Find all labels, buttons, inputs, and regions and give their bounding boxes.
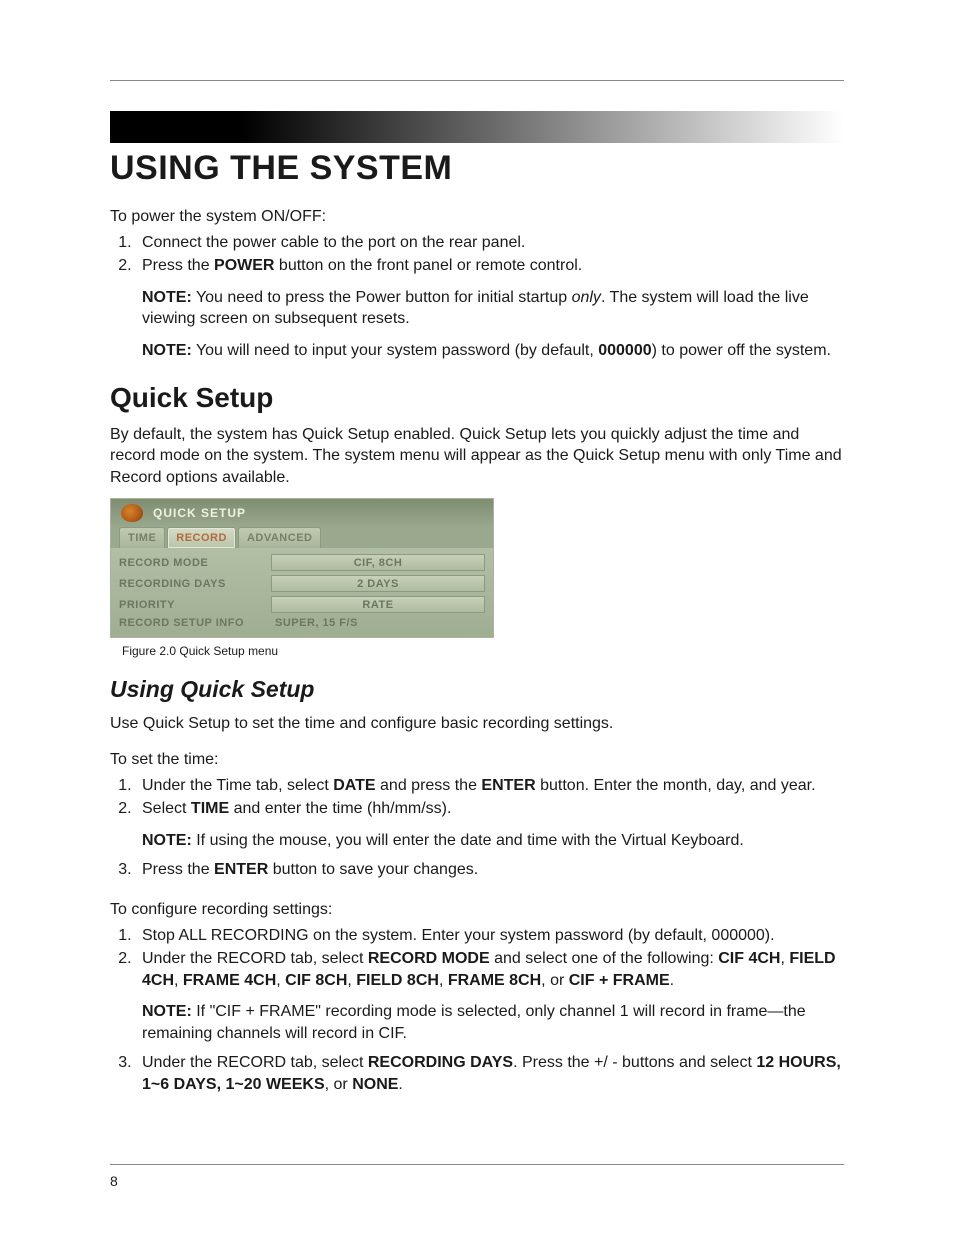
rec-step-3: Under the RECORD tab, select RECORDING D… [136, 1052, 844, 1095]
text: Under the RECORD tab, select [142, 1054, 368, 1071]
opt: FIELD 8CH [356, 972, 439, 989]
page-title: USING THE SYSTEM [110, 149, 844, 188]
opt: CIF 4CH [718, 950, 780, 967]
text: . [398, 1076, 402, 1093]
row-priority: PRIORITY RATE [111, 594, 493, 615]
opt: NONE [352, 1076, 398, 1093]
text: Under the Time tab, select [142, 777, 333, 794]
title-gradient-bar [110, 111, 844, 143]
text: . [670, 972, 674, 989]
row-info: SUPER, 15 F/S [271, 617, 485, 629]
row-label: PRIORITY [119, 599, 265, 611]
note-2: NOTE: You will need to input your system… [142, 340, 844, 362]
text: Under the RECORD tab, select [142, 950, 368, 967]
row-label: RECORD MODE [119, 557, 265, 569]
row-label: RECORD SETUP INFO [119, 617, 265, 629]
row-record-setup-info: RECORD SETUP INFO SUPER, 15 F/S [111, 615, 493, 631]
text: and enter the time (hh/mm/ss). [229, 800, 451, 817]
recording-days-bold: RECORDING DAYS [368, 1054, 513, 1071]
power-bold: POWER [214, 257, 274, 274]
rec-note: NOTE: If "CIF + FRAME" recording mode is… [142, 1001, 844, 1044]
row-field[interactable]: 2 DAYS [271, 575, 485, 592]
note-1: NOTE: You need to press the Power button… [142, 287, 844, 330]
text: You need to press the Power button for i… [192, 289, 572, 306]
tab-time[interactable]: TIME [119, 527, 165, 548]
top-rule [110, 80, 844, 81]
text: , or [541, 972, 569, 989]
text: , or [325, 1076, 353, 1093]
text: button on the front panel or remote cont… [274, 257, 582, 274]
text: and press the [376, 777, 482, 794]
tab-advanced[interactable]: ADVANCED [238, 527, 322, 548]
opt: FRAME 4CH [183, 972, 276, 989]
figure-caption: Figure 2.0 Quick Setup menu [122, 644, 844, 658]
page-number: 8 [110, 1173, 118, 1189]
page: USING THE SYSTEM To power the system ON/… [0, 0, 954, 1235]
rec-step-2: Under the RECORD tab, select RECORD MODE… [136, 948, 844, 1044]
set-time-note: NOTE: If using the mouse, you will enter… [142, 830, 844, 852]
opt: CIF 8CH [285, 972, 347, 989]
using-qs-para: Use Quick Setup to set the time and conf… [110, 713, 844, 735]
text: button. Enter the month, day, and year. [536, 777, 816, 794]
note-label: NOTE: [142, 342, 192, 359]
opt: CIF + FRAME [569, 972, 670, 989]
row-label: RECORDING DAYS [119, 578, 265, 590]
screenshot-title: QUICK SETUP [153, 506, 246, 520]
power-steps-list: Connect the power cable to the port on t… [110, 232, 844, 277]
screenshot-header: QUICK SETUP [111, 499, 493, 527]
text: . Press the +/ - buttons and select [513, 1054, 756, 1071]
row-record-mode: RECORD MODE CIF, 8CH [111, 552, 493, 573]
text: If "CIF + FRAME" recording mode is selec… [142, 1003, 806, 1042]
note-label: NOTE: [142, 289, 192, 306]
only-italic: only [572, 289, 601, 306]
tab-record[interactable]: RECORD [167, 527, 236, 548]
set-time-step-3: Press the ENTER button to save your chan… [136, 859, 844, 881]
enter-bold: ENTER [214, 861, 268, 878]
text: button to save your changes. [268, 861, 478, 878]
set-time-lead: To set the time: [110, 749, 844, 771]
text: If using the mouse, you will enter the d… [192, 832, 744, 849]
screenshot-rows: RECORD MODE CIF, 8CH RECORDING DAYS 2 DA… [111, 548, 493, 637]
text: and select one of the following: [490, 950, 719, 967]
power-step-1: Connect the power cable to the port on t… [136, 232, 844, 254]
opt: FRAME 8CH [448, 972, 541, 989]
enter-bold: ENTER [481, 777, 535, 794]
record-mode-bold: RECORD MODE [368, 950, 490, 967]
text: You will need to input your system passw… [192, 342, 598, 359]
set-time-step-1: Under the Time tab, select DATE and pres… [136, 775, 844, 797]
intro-lead: To power the system ON/OFF: [110, 206, 844, 228]
bottom-rule [110, 1164, 844, 1165]
logo-icon [121, 504, 143, 522]
text: Select [142, 800, 191, 817]
row-field[interactable]: RATE [271, 596, 485, 613]
quick-setup-para: By default, the system has Quick Setup e… [110, 424, 844, 489]
using-quick-setup-heading: Using Quick Setup [110, 676, 844, 703]
row-recording-days: RECORDING DAYS 2 DAYS [111, 573, 493, 594]
note-label: NOTE: [142, 832, 192, 849]
rec-step-1: Stop ALL RECORDING on the system. Enter … [136, 925, 844, 947]
set-time-step-2: Select TIME and enter the time (hh/mm/ss… [136, 798, 844, 851]
power-step-2: Press the POWER button on the front pane… [136, 255, 844, 277]
text: Press the [142, 257, 214, 274]
text: ) to power off the system. [652, 342, 831, 359]
row-field[interactable]: CIF, 8CH [271, 554, 485, 571]
text: Press the [142, 861, 214, 878]
quick-setup-heading: Quick Setup [110, 382, 844, 414]
time-bold: TIME [191, 800, 229, 817]
date-bold: DATE [333, 777, 375, 794]
rec-lead: To configure recording settings: [110, 899, 844, 921]
rec-steps: Stop ALL RECORDING on the system. Enter … [110, 925, 844, 1096]
set-time-steps: Under the Time tab, select DATE and pres… [110, 775, 844, 881]
default-pw: 000000 [598, 342, 651, 359]
note-label: NOTE: [142, 1003, 192, 1020]
screenshot-tabs: TIME RECORD ADVANCED [111, 527, 493, 548]
quick-setup-screenshot: QUICK SETUP TIME RECORD ADVANCED RECORD … [110, 498, 494, 638]
